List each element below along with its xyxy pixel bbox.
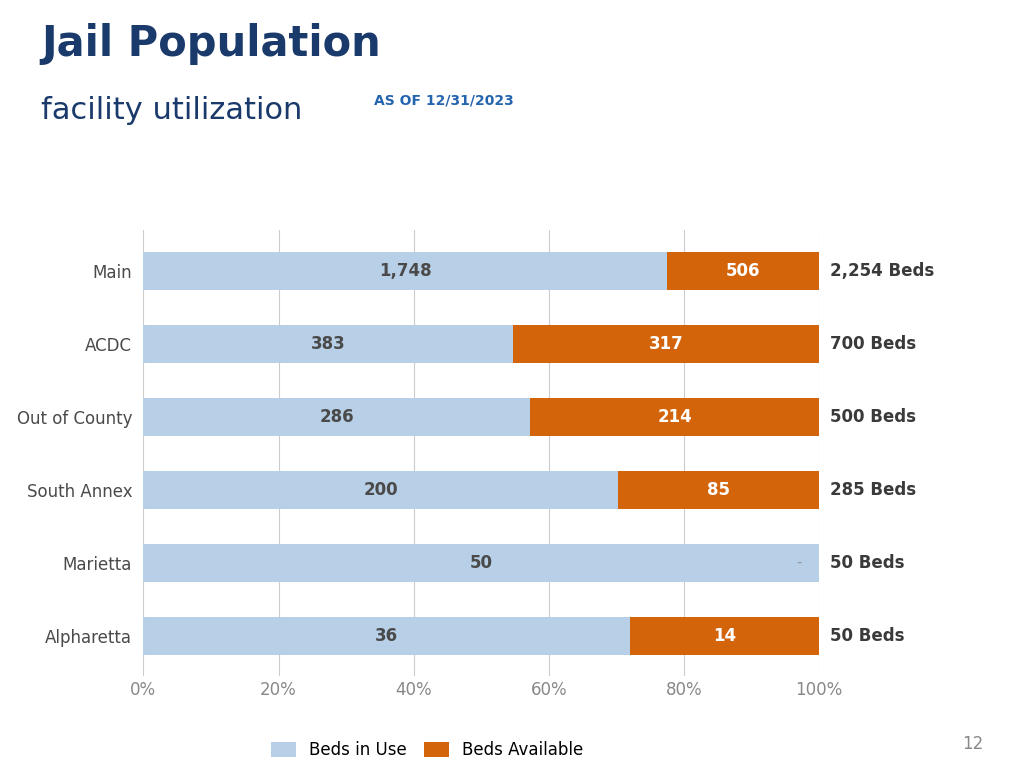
Text: -: - [797, 555, 802, 570]
Text: facility utilization: facility utilization [41, 96, 302, 125]
Text: Jail Population: Jail Population [41, 23, 381, 65]
Text: 383: 383 [311, 335, 346, 353]
Text: 50 Beds: 50 Beds [830, 554, 905, 571]
Text: 1,748: 1,748 [379, 262, 432, 280]
Bar [143, 325, 513, 362]
Text: 50: 50 [470, 554, 493, 571]
Bar [513, 325, 819, 362]
Text: 317: 317 [649, 335, 684, 353]
Text: 14: 14 [713, 627, 736, 644]
Text: 2,254 Beds: 2,254 Beds [830, 262, 935, 280]
Bar [143, 544, 819, 581]
Text: 700 Beds: 700 Beds [830, 335, 916, 353]
Bar [630, 617, 819, 654]
Text: 200: 200 [364, 481, 397, 498]
Text: 12: 12 [962, 735, 983, 753]
Text: 286: 286 [319, 408, 354, 425]
Bar [530, 398, 819, 435]
Text: 50 Beds: 50 Beds [830, 627, 905, 644]
Text: 36: 36 [375, 627, 398, 644]
Bar [617, 471, 819, 508]
Text: 214: 214 [657, 408, 692, 425]
Text: 285 Beds: 285 Beds [830, 481, 916, 498]
Bar [668, 252, 819, 290]
Text: 506: 506 [726, 262, 761, 280]
Text: AS OF 12/31/2023: AS OF 12/31/2023 [374, 94, 513, 108]
Text: 85: 85 [707, 481, 730, 498]
Legend: Beds in Use, Beds Available: Beds in Use, Beds Available [264, 734, 590, 766]
Bar [143, 398, 530, 435]
Bar [143, 471, 617, 508]
Text: 500 Beds: 500 Beds [830, 408, 916, 425]
Bar [143, 252, 668, 290]
Bar [143, 617, 630, 654]
